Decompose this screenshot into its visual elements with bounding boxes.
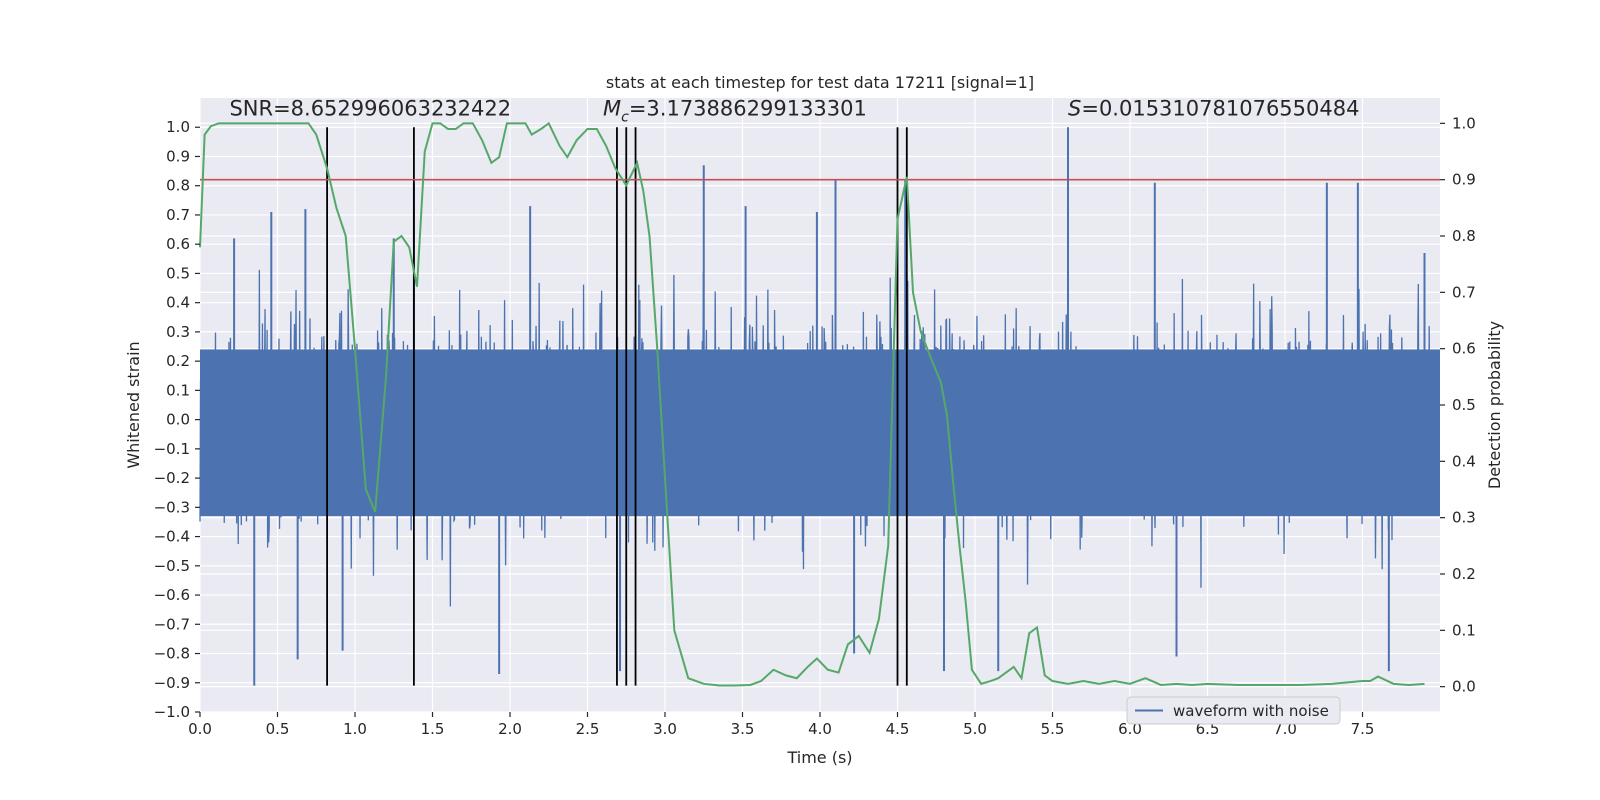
x-tick-label: 4.0 (808, 720, 832, 738)
x-tick-label: 2.0 (498, 720, 522, 738)
s-value: =0.015310781076550484 (1081, 97, 1359, 121)
y-tick-label: −0.9 (154, 674, 190, 692)
probability-line (199, 121, 1425, 687)
x-tick-label: 3.5 (731, 720, 755, 738)
legend: waveform with noise (1126, 696, 1341, 725)
s-symbol: S (1068, 97, 1081, 121)
chirp-mass-annotation: Mc=3.173886299133301 (603, 97, 867, 126)
y-tick-label: 0.8 (166, 177, 190, 195)
chirp-mass-subscript: c (621, 110, 629, 126)
y-tick-label: −0.3 (154, 498, 190, 516)
y-tick-label: −0.8 (154, 645, 190, 663)
waveform-core (200, 349, 1440, 517)
x-tick-label: 1.0 (343, 720, 367, 738)
y2-axis-ticks: 0.0 0.1 0.2 0.3 0.4 0.5 0.6 0.7 0.8 0.9 1.0 (1440, 114, 1476, 696)
y-tick-label: 0.0 (166, 411, 190, 429)
y2-tick-label: 0.3 (1452, 509, 1476, 527)
snr-annotation: SNR=8.652996063232422 (229, 97, 511, 121)
x-tick-label: 7.5 (1351, 720, 1375, 738)
y2-tick-label: 0.8 (1452, 227, 1476, 245)
y-tick-label: 0.7 (166, 206, 190, 224)
x-tick-label: 5.0 (963, 720, 987, 738)
y2-tick-label: 0.6 (1452, 340, 1476, 358)
y2-tick-label: 0.2 (1452, 565, 1476, 583)
y-tick-label: −0.4 (154, 528, 190, 546)
chart-title: stats at each timestep for test data 172… (606, 73, 1034, 92)
x-tick-label: 3.0 (653, 720, 677, 738)
y-tick-label: 0.5 (166, 264, 190, 282)
y-axis-label: Whitened strain (124, 341, 143, 468)
y2-tick-label: 0.7 (1452, 283, 1476, 301)
y-tick-label: 0.6 (166, 235, 190, 253)
legend-box (1126, 696, 1341, 725)
y-tick-label: 0.4 (166, 294, 190, 312)
chirp-mass-value: =3.173886299133301 (629, 97, 867, 121)
y2-axis-label: Detection probability (1485, 321, 1504, 489)
probability-series (199, 121, 1425, 687)
y-tick-label: 0.1 (166, 381, 190, 399)
y-tick-label: −0.6 (154, 586, 190, 604)
y2-tick-label: 1.0 (1452, 114, 1476, 132)
x-tick-label: 0.5 (266, 720, 290, 738)
y2-tick-label: 0.4 (1452, 452, 1476, 470)
y-tick-label: −0.7 (154, 615, 190, 633)
x-axis-label: Time (s) (786, 748, 852, 767)
x-tick-label: 5.5 (1041, 720, 1065, 738)
y-tick-label: −0.5 (154, 557, 190, 575)
y-tick-label: 1.0 (166, 118, 190, 136)
x-tick-label: 1.5 (421, 720, 445, 738)
y-tick-label: 0.3 (166, 323, 190, 341)
s-annotation: S=0.015310781076550484 (1068, 97, 1359, 121)
y-tick-label: 0.2 (166, 352, 190, 370)
y-axis-ticks: −1.0 −0.9 −0.8 −0.7 −0.6 −0.5 −0.4 −0.3 −0.2 −0.1… (154, 118, 200, 721)
chirp-mass-symbol: M (603, 97, 621, 121)
y2-tick-label: 0.0 (1452, 678, 1476, 696)
waveform-series (199, 127, 1440, 686)
vertical-markers (326, 127, 908, 686)
y2-tick-label: 0.9 (1452, 171, 1476, 189)
y-tick-label: −1.0 (154, 703, 190, 721)
x-tick-label: 2.5 (576, 720, 600, 738)
y-tick-label: −0.1 (154, 440, 190, 458)
y-tick-label: −0.2 (154, 469, 190, 487)
legend-label: waveform with noise (1173, 702, 1329, 720)
x-tick-label: 0.0 (188, 720, 212, 738)
y2-tick-label: 0.5 (1452, 396, 1476, 414)
y2-tick-label: 0.1 (1452, 621, 1476, 639)
y-tick-label: 0.9 (166, 147, 190, 165)
x-tick-label: 4.5 (886, 720, 910, 738)
